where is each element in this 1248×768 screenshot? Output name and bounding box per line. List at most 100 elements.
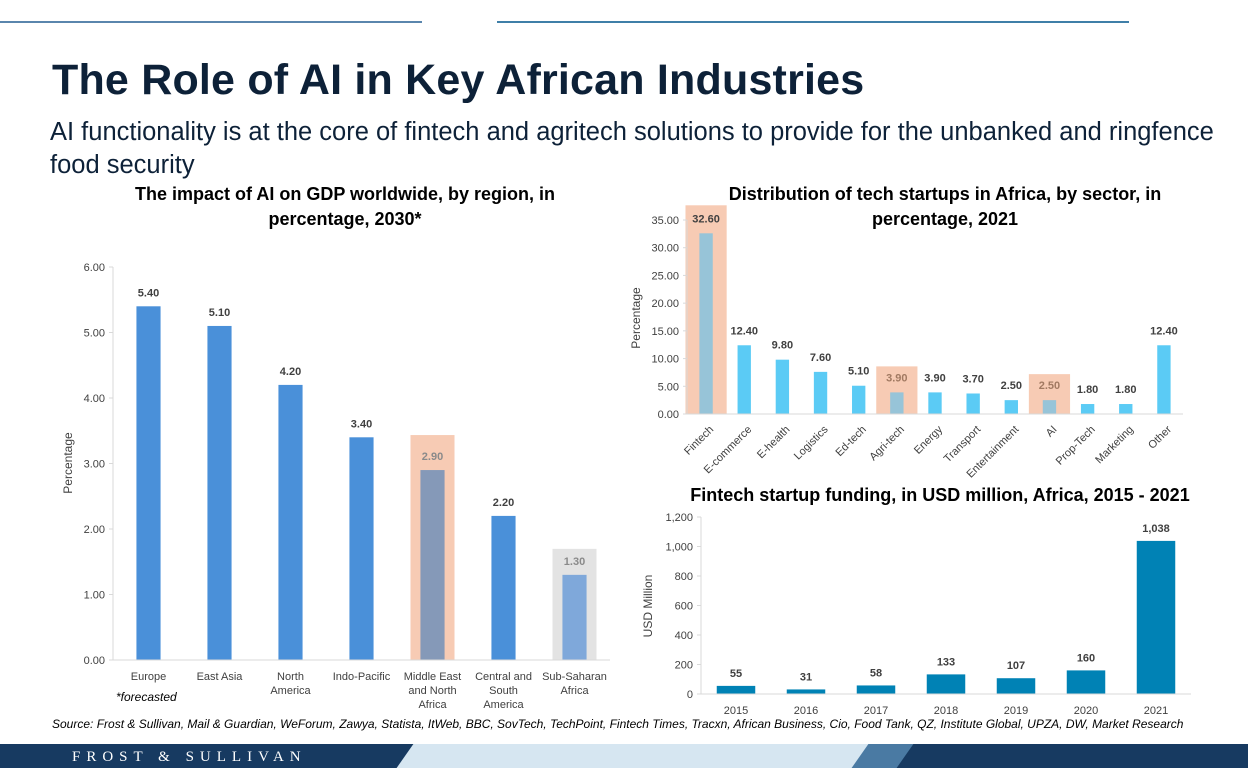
data-label: 31 <box>800 671 812 683</box>
x-category-label: Europe <box>131 671 166 683</box>
bar-2020 <box>1066 670 1106 694</box>
x-category-label: 2019 <box>1004 705 1028 717</box>
y-tick-label: 600 <box>675 601 693 613</box>
bar-logistics <box>813 371 828 414</box>
bar-2017 <box>856 685 896 694</box>
y-tick-label: 200 <box>675 660 693 672</box>
bar-entertainment <box>1004 400 1018 414</box>
bar-east-asia <box>207 325 232 660</box>
footer-right <box>896 744 1248 768</box>
data-label: 5.10 <box>209 307 230 319</box>
bar-transport <box>966 393 980 414</box>
data-label: 1,038 <box>1142 523 1170 535</box>
page-subtitle: AI functionality is at the core of finte… <box>50 118 1214 179</box>
x-category-label: 2015 <box>724 705 748 717</box>
y-tick-label: 1.00 <box>84 590 105 602</box>
y-tick-label: 6.00 <box>84 262 105 274</box>
bar-north-america <box>278 384 303 660</box>
bar-ai <box>1042 400 1057 414</box>
page-title: The Role of AI in Key African Industries <box>52 56 865 104</box>
x-category-label: North America <box>270 671 311 697</box>
y-tick-label: 1,000 <box>665 542 693 554</box>
footer-left <box>0 744 420 768</box>
bar-ed-tech <box>852 385 866 414</box>
y-tick-label: 4.00 <box>84 393 105 405</box>
bar-e-health <box>775 359 790 414</box>
y-tick-label: 30.00 <box>651 243 679 255</box>
y-axis-title: Percentage <box>629 287 643 349</box>
data-label: 12.40 <box>730 325 758 337</box>
bar-marketing <box>1119 404 1133 414</box>
bar-middle-east-and-north-africa <box>420 470 445 660</box>
data-label: 3.40 <box>351 418 372 430</box>
data-label: 1.30 <box>564 556 585 568</box>
data-label: 9.80 <box>772 340 793 352</box>
data-label: 2.20 <box>493 497 514 509</box>
bar-europe <box>136 306 161 660</box>
y-tick-label: 25.00 <box>651 270 679 282</box>
data-label: 2.50 <box>1039 380 1060 392</box>
bar-other <box>1157 345 1171 414</box>
data-label: 55 <box>730 668 742 680</box>
data-label: 4.20 <box>280 366 301 378</box>
bar-2021 <box>1136 540 1176 694</box>
x-category-label: 2016 <box>794 705 818 717</box>
data-label: 2.50 <box>1001 380 1022 392</box>
bar-2016 <box>786 689 826 694</box>
y-tick-label: 3.00 <box>84 459 105 471</box>
x-category-label: 2018 <box>934 705 958 717</box>
footer-light <box>396 744 884 768</box>
y-tick-label: 0.00 <box>658 409 679 421</box>
chart1-title: The impact of AI on GDP worldwide, by re… <box>134 184 556 229</box>
y-tick-label: 400 <box>675 630 693 642</box>
y-tick-label: 800 <box>675 571 693 583</box>
data-label: 1.80 <box>1115 384 1136 396</box>
bar-fintech <box>699 233 713 414</box>
y-tick-label: 0.00 <box>84 655 105 667</box>
data-label: 1.80 <box>1077 384 1098 396</box>
x-category-label: 2020 <box>1074 705 1098 717</box>
x-category-label: Middle East and North Africa <box>404 671 461 711</box>
data-label: 3.90 <box>924 372 945 384</box>
data-label: 5.10 <box>848 366 869 378</box>
x-category-label: 2021 <box>1144 705 1168 717</box>
source-text: Source: Frost & Sullivan, Mail & Guardia… <box>52 717 1184 731</box>
data-label: 3.70 <box>962 373 983 385</box>
y-tick-label: 2.00 <box>84 524 105 536</box>
x-category-label: Sub-Saharan Africa <box>542 671 607 697</box>
x-category-label: 2017 <box>864 705 888 717</box>
chart2-title: Distribution of tech startups in Africa,… <box>728 184 1162 229</box>
x-category-label: Central and South America <box>475 671 532 711</box>
bar-agri-tech <box>890 392 904 414</box>
y-tick-label: 0 <box>687 689 693 701</box>
bar-2015 <box>716 685 756 694</box>
y-tick-label: 35.00 <box>651 215 679 227</box>
data-label: 58 <box>870 667 882 679</box>
bar-indo-pacific <box>349 437 374 660</box>
footer-bar <box>0 744 1248 768</box>
data-label: 7.60 <box>810 352 831 364</box>
y-axis-title: Percentage <box>61 432 75 494</box>
y-tick-label: 10.00 <box>651 354 679 366</box>
chart3-title: Fintech startup funding, in USD million,… <box>690 485 1190 505</box>
bar-energy <box>928 392 942 414</box>
data-label: 3.90 <box>886 372 907 384</box>
top-rule-left <box>0 21 422 23</box>
y-tick-label: 15.00 <box>651 326 679 338</box>
y-tick-label: 20.00 <box>651 298 679 310</box>
y-tick-label: 1,200 <box>665 512 693 524</box>
bar-prop-tech <box>1080 404 1095 414</box>
frost-sullivan-logo: FROST & SULLIVAN <box>72 749 307 765</box>
bar-sub-saharan-africa <box>562 574 587 660</box>
y-tick-label: 5.00 <box>658 381 679 393</box>
bar-central-and-south-america <box>491 515 516 660</box>
data-label: 160 <box>1077 652 1095 664</box>
x-category-label: Indo-Pacific <box>333 671 391 683</box>
top-rule-right <box>497 21 1129 23</box>
data-label: 12.40 <box>1150 325 1178 337</box>
data-label: 32.60 <box>692 213 720 225</box>
forecast-note: *forecasted <box>116 690 177 704</box>
